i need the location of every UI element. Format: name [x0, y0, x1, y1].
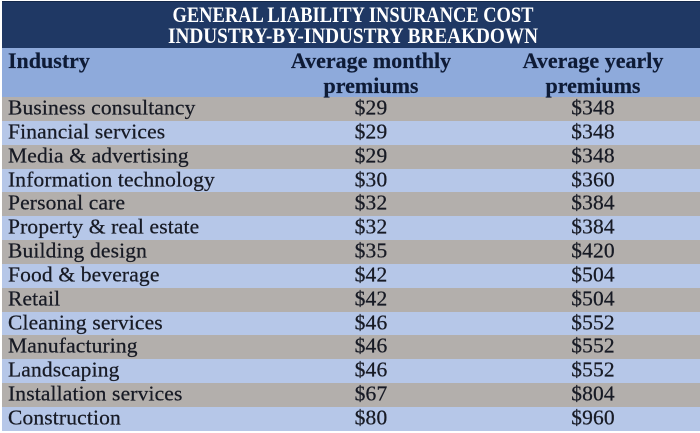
svg-text:GENERAL LIABILITY INSURANCE CO: GENERAL LIABILITY INSURANCE COST — [173, 2, 534, 27]
svg-text:INDUSTRY-BY-INDUSTRY BREAKDOWN: INDUSTRY-BY-INDUSTRY BREAKDOWN — [168, 23, 538, 48]
